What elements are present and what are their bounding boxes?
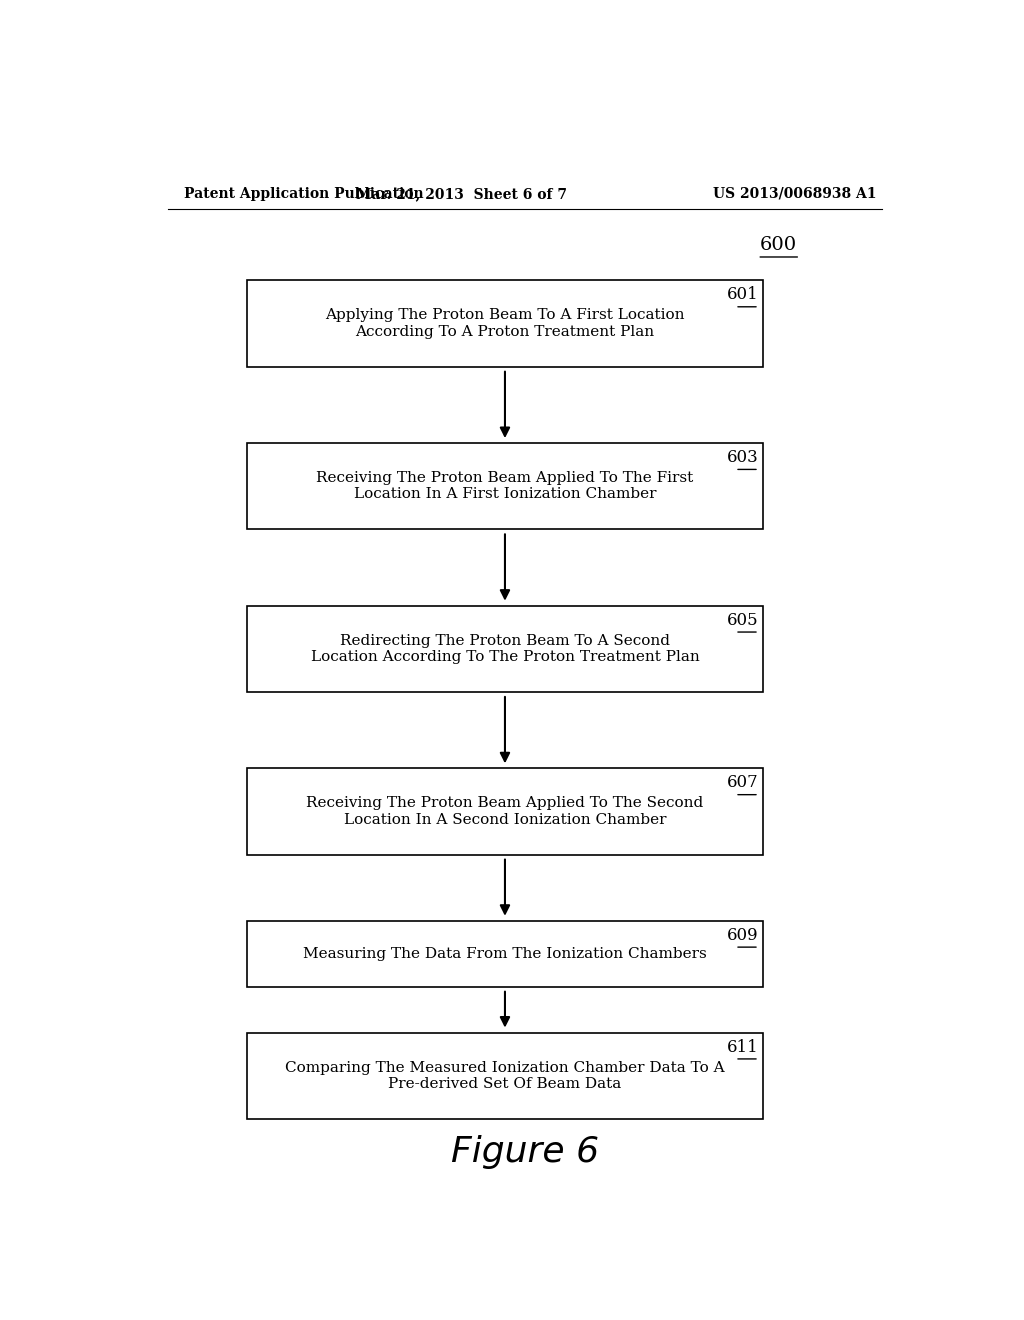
Text: Receiving The Proton Beam Applied To The Second
Location In A Second Ionization : Receiving The Proton Beam Applied To The… <box>306 796 703 826</box>
FancyBboxPatch shape <box>247 921 763 987</box>
FancyBboxPatch shape <box>247 606 763 692</box>
FancyBboxPatch shape <box>247 444 763 529</box>
FancyBboxPatch shape <box>247 768 763 854</box>
Text: 607: 607 <box>727 775 759 791</box>
Text: 600: 600 <box>760 236 798 253</box>
Text: Patent Application Publication: Patent Application Publication <box>183 187 423 201</box>
FancyBboxPatch shape <box>247 280 763 367</box>
Text: 609: 609 <box>727 927 759 944</box>
Text: Receiving The Proton Beam Applied To The First
Location In A First Ionization Ch: Receiving The Proton Beam Applied To The… <box>316 471 693 502</box>
Text: Applying The Proton Beam To A First Location
According To A Proton Treatment Pla: Applying The Proton Beam To A First Loca… <box>326 309 685 339</box>
Text: US 2013/0068938 A1: US 2013/0068938 A1 <box>713 187 877 201</box>
Text: Comparing The Measured Ionization Chamber Data To A
Pre-derived Set Of Beam Data: Comparing The Measured Ionization Chambe… <box>285 1060 725 1090</box>
Text: Mar. 21, 2013  Sheet 6 of 7: Mar. 21, 2013 Sheet 6 of 7 <box>355 187 567 201</box>
Text: 611: 611 <box>727 1039 759 1056</box>
Text: Figure 6: Figure 6 <box>451 1135 599 1170</box>
Text: 603: 603 <box>727 449 759 466</box>
Text: 605: 605 <box>727 611 759 628</box>
FancyBboxPatch shape <box>247 1032 763 1119</box>
Text: Redirecting The Proton Beam To A Second
Location According To The Proton Treatme: Redirecting The Proton Beam To A Second … <box>310 634 699 664</box>
Text: Measuring The Data From The Ionization Chambers: Measuring The Data From The Ionization C… <box>303 946 707 961</box>
Text: 601: 601 <box>727 286 759 304</box>
